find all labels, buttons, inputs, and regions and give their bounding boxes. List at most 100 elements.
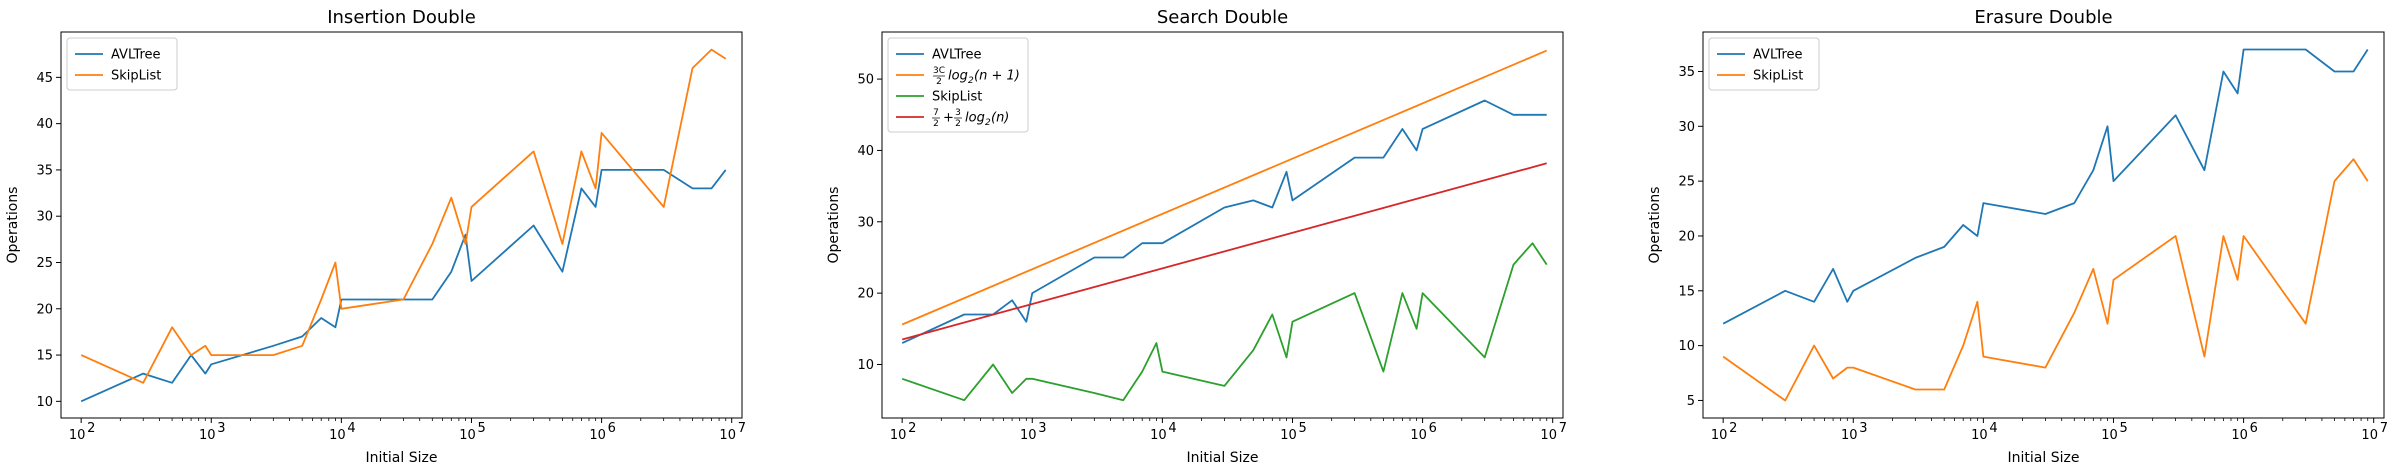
x-tick-exponent: 3 (1859, 421, 1867, 436)
y-tick-label: 30 (1678, 120, 1695, 135)
legend-label: SkipList (932, 90, 982, 105)
legend-log: log (948, 69, 968, 84)
legend-frac2-den: 2 (955, 119, 961, 129)
legend-frac1-num: 7 (933, 108, 939, 118)
y-tick-label: 40 (857, 144, 874, 159)
x-tick-label: 10 (329, 428, 346, 443)
legend: AVLTree SkipList (66, 37, 178, 91)
legend-label: SkipList (1753, 69, 1803, 84)
x-tick-exponent: 3 (217, 421, 225, 436)
x-tick-label: 10 (719, 428, 736, 443)
y-tick-label: 35 (36, 163, 53, 178)
x-tick-label: 10 (1711, 428, 1728, 443)
x-tick-label: 10 (2101, 428, 2118, 443)
y-axis-label: Operations (826, 187, 842, 264)
x-tick-label: 10 (1540, 428, 1557, 443)
series-line-3 (901, 242, 1548, 402)
legend-frac2-num: 3 (955, 108, 961, 118)
legend: AVLTree SkipList (1708, 37, 1820, 91)
legend-box (887, 37, 1029, 133)
series-line-1 (80, 168, 727, 403)
y-tick-label: 20 (1678, 229, 1695, 244)
legend-box (1708, 37, 1820, 91)
series-line-2 (901, 49, 1548, 326)
legend-sub: 2 (968, 76, 974, 86)
y-tick-label: 25 (36, 256, 53, 271)
y-tick-label: 20 (36, 302, 53, 317)
plot-frame (881, 31, 1564, 419)
x-tick-label: 10 (69, 428, 86, 443)
y-axis-label: Operations (1647, 187, 1663, 264)
x-tick-label: 10 (2231, 428, 2248, 443)
x-tick-label: 10 (459, 428, 476, 443)
y-tick-label: 40 (36, 117, 53, 132)
x-tick-exponent: 2 (1729, 421, 1737, 436)
y-tick-label: 15 (36, 349, 53, 364)
legend-frac-num: 3C (933, 66, 945, 76)
y-tick-label: 30 (857, 215, 874, 230)
x-tick-exponent: 2 (908, 421, 916, 436)
x-tick-exponent: 5 (477, 421, 485, 436)
series-line-2 (1722, 158, 2369, 402)
y-tick-label: 10 (1678, 339, 1695, 354)
x-tick-exponent: 7 (738, 421, 746, 436)
x-tick-exponent: 7 (1559, 421, 1567, 436)
y-tick-label: 20 (857, 287, 874, 302)
y-tick-label: 45 (36, 71, 53, 86)
legend-box (66, 37, 178, 91)
x-tick-label: 10 (199, 428, 216, 443)
series-line-1 (1722, 48, 2369, 325)
x-tick-label: 10 (1410, 428, 1427, 443)
y-tick-label: 10 (857, 358, 874, 373)
legend-tail: (n) (991, 111, 1009, 126)
x-tick-exponent: 3 (1038, 421, 1046, 436)
legend-label: AVLTree (111, 48, 161, 63)
y-tick-label: 30 (36, 210, 53, 225)
legend-log: log (965, 111, 985, 126)
series-line-4 (901, 162, 1547, 341)
x-tick-exponent: 6 (608, 421, 616, 436)
chart-title: Search Double (1157, 7, 1288, 28)
x-tick-label: 10 (890, 428, 907, 443)
x-tick-exponent: 4 (347, 421, 355, 436)
x-tick-exponent: 7 (2380, 421, 2388, 436)
x-tick-label: 10 (1020, 428, 1037, 443)
chart-title: Insertion Double (327, 7, 476, 28)
x-tick-label: 10 (1280, 428, 1297, 443)
y-tick-label: 25 (1678, 175, 1695, 190)
legend-frac1-den: 2 (933, 119, 939, 129)
x-tick-label: 10 (1150, 428, 1167, 443)
x-tick-exponent: 4 (1168, 421, 1176, 436)
x-tick-label: 10 (589, 428, 606, 443)
y-axis-label: Operations (5, 187, 21, 264)
legend-frac-den: 2 (936, 77, 942, 87)
x-tick-exponent: 5 (2119, 421, 2127, 436)
legend-plus: + (943, 111, 954, 126)
legend-label: AVLTree (1753, 48, 1803, 63)
x-tick-label: 10 (1971, 428, 1988, 443)
series-line-1 (901, 99, 1547, 344)
series-line-2 (80, 48, 727, 384)
x-tick-exponent: 4 (1989, 421, 1997, 436)
x-tick-label: 10 (2361, 428, 2378, 443)
x-tick-exponent: 5 (1298, 421, 1306, 436)
x-axis-label: Initial Size (366, 450, 438, 466)
y-tick-label: 50 (857, 73, 874, 88)
legend-label: AVLTree (932, 48, 982, 63)
x-axis-label: Initial Size (1187, 450, 1259, 466)
legend-label: SkipList (111, 69, 161, 84)
legend-tail: (n + 1) (974, 69, 1020, 84)
x-tick-exponent: 6 (1429, 421, 1437, 436)
y-tick-label: 10 (36, 395, 53, 410)
y-tick-label: 15 (1678, 284, 1695, 299)
x-tick-label: 10 (1841, 428, 1858, 443)
plot-frame (60, 31, 743, 419)
legend-sub: 2 (985, 118, 991, 128)
plot-frame (1702, 31, 2385, 419)
chart-title: Erasure Double (1974, 7, 2112, 28)
